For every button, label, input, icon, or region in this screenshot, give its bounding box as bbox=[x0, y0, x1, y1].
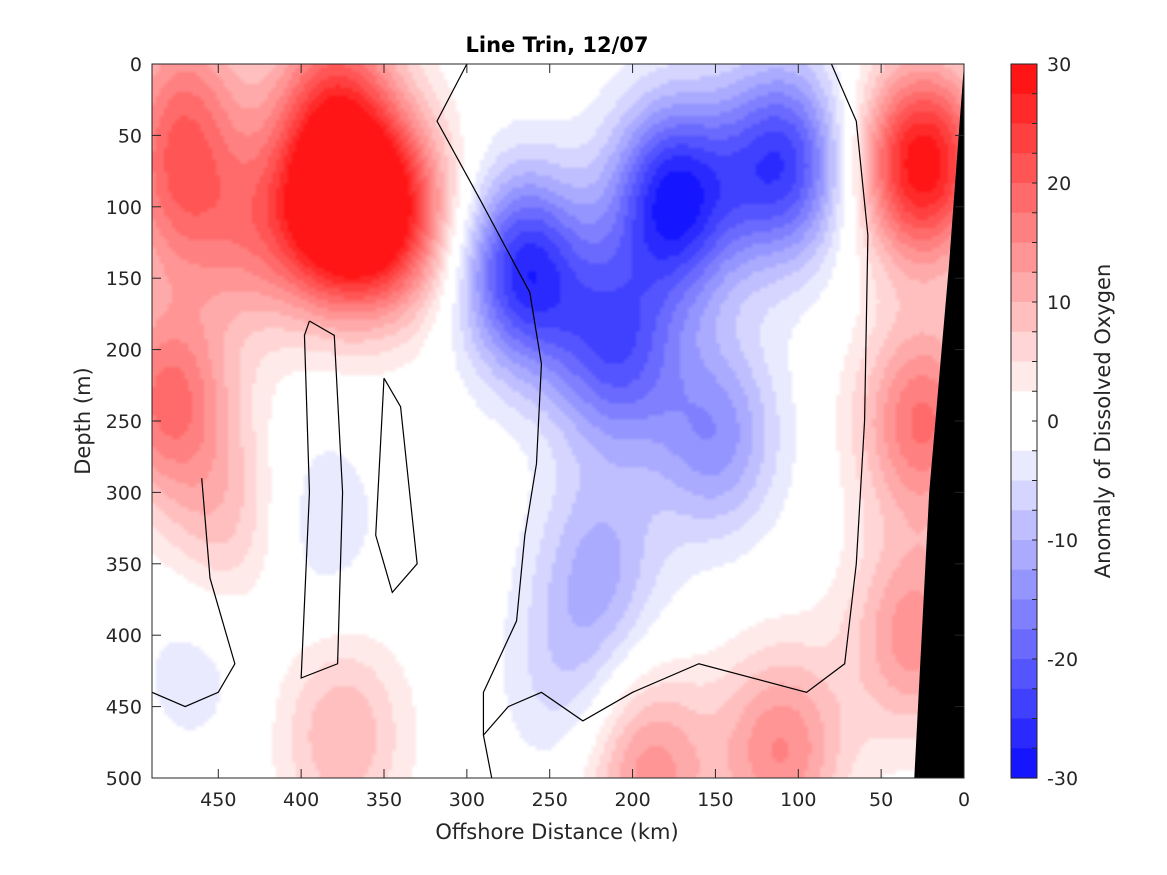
colorbar-band bbox=[1011, 391, 1037, 422]
colorbar-band bbox=[1011, 540, 1037, 571]
x-tick-label: 350 bbox=[366, 789, 402, 811]
x-tick-label: 100 bbox=[780, 789, 816, 811]
x-tick-label: 400 bbox=[283, 789, 319, 811]
colorbar-band bbox=[1011, 93, 1037, 125]
chart-title: Line Trin, 12/07 bbox=[465, 33, 648, 57]
colorbar-band bbox=[1011, 688, 1037, 720]
colorbar-tick-label: 20 bbox=[1047, 173, 1071, 195]
y-tick-label: 350 bbox=[106, 554, 142, 576]
x-tick-label: 300 bbox=[449, 789, 485, 811]
zero-contour-lines bbox=[152, 64, 869, 778]
colorbar-band bbox=[1011, 421, 1037, 452]
colorbar-band bbox=[1011, 599, 1037, 630]
colorbar-bands bbox=[1011, 64, 1037, 779]
x-axis: 450 400 350 300 250 200 150 100 50 0 bbox=[200, 64, 970, 811]
x-tick-label: 0 bbox=[958, 789, 970, 811]
colorbar-band bbox=[1011, 183, 1037, 214]
zero-contour-5 bbox=[375, 377, 418, 594]
colorbar-band bbox=[1011, 212, 1037, 244]
colorbar-band bbox=[1011, 361, 1037, 392]
x-tick-label: 200 bbox=[614, 789, 650, 811]
colorbar: 30 20 10 0 -10 -20 -30 bbox=[1010, 54, 1078, 790]
colorbar-band bbox=[1011, 748, 1037, 779]
colorbar-band bbox=[1011, 450, 1037, 482]
x-tick-label: 250 bbox=[532, 789, 568, 811]
plot-area bbox=[151, 63, 965, 779]
colorbar-tick-label: 0 bbox=[1047, 411, 1059, 433]
colorbar-band bbox=[1011, 480, 1037, 511]
y-tick-label: 50 bbox=[118, 125, 142, 147]
colorbar-band bbox=[1011, 629, 1037, 660]
colorbar-tick-label: 30 bbox=[1047, 54, 1071, 76]
oxygen-anomaly-field bbox=[152, 64, 964, 778]
y-tick-label: 250 bbox=[106, 411, 142, 433]
colorbar-band bbox=[1011, 272, 1037, 303]
zero-contour-4 bbox=[152, 478, 236, 708]
colorbar-band bbox=[1011, 659, 1037, 690]
colorbar-tick-label: -10 bbox=[1047, 530, 1078, 552]
y-axis: 0 50 100 150 200 250 300 350 400 450 500 bbox=[106, 54, 964, 790]
zero-contour-1 bbox=[436, 64, 543, 778]
colorbar-tick-label: -30 bbox=[1047, 768, 1078, 790]
colorbar-band bbox=[1011, 718, 1037, 749]
bathymetry-mask bbox=[914, 64, 964, 778]
x-tick-label: 150 bbox=[697, 789, 733, 811]
y-tick-label: 150 bbox=[106, 268, 142, 290]
y-tick-label: 200 bbox=[106, 340, 142, 362]
y-tick-label: 300 bbox=[106, 482, 142, 504]
colorbar-band bbox=[1011, 569, 1037, 601]
x-axis-label: Offshore Distance (km) bbox=[435, 820, 678, 844]
zero-contour-2 bbox=[482, 64, 869, 736]
y-tick-label: 100 bbox=[106, 197, 142, 219]
colorbar-label: Anomaly of Dissolved Oxygen bbox=[1091, 264, 1115, 579]
y-tick-label: 0 bbox=[130, 54, 142, 76]
colorbar-band bbox=[1011, 331, 1037, 363]
colorbar-band bbox=[1011, 123, 1037, 154]
colorbar-band bbox=[1011, 302, 1037, 333]
colorbar-band bbox=[1011, 64, 1037, 95]
y-tick-label: 500 bbox=[106, 768, 142, 790]
colorbar-band bbox=[1011, 153, 1037, 184]
x-tick-label: 450 bbox=[200, 789, 236, 811]
zero-contour-3 bbox=[300, 320, 344, 679]
colorbar-band bbox=[1011, 242, 1037, 273]
colorbar-tick-label: -20 bbox=[1047, 649, 1078, 671]
y-tick-label: 450 bbox=[106, 697, 142, 719]
y-axis-label: Depth (m) bbox=[71, 367, 95, 474]
colorbar-band bbox=[1011, 510, 1037, 541]
x-tick-label: 50 bbox=[869, 789, 893, 811]
y-tick-label: 400 bbox=[106, 625, 142, 647]
colorbar-tick-label: 10 bbox=[1047, 292, 1071, 314]
colorbar-ticks: 30 20 10 0 -10 -20 -30 bbox=[1032, 54, 1078, 790]
